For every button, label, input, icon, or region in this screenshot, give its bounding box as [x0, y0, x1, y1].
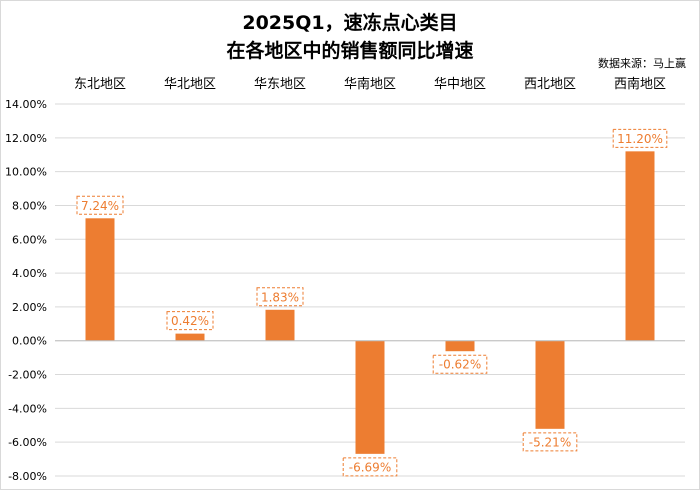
bar [265, 309, 295, 341]
data-label: 7.24% [81, 199, 119, 213]
bar [175, 333, 205, 341]
bar [625, 151, 655, 341]
data-label-box [522, 432, 578, 452]
category-label: 华东地区 [254, 77, 306, 92]
chart-title-line1: 2025Q1，速冻点心类目 [242, 12, 458, 34]
category-label: 华中地区 [434, 77, 486, 92]
data-label-box [612, 128, 668, 148]
data-label-box [432, 354, 488, 374]
y-tick-label: -6.00% [8, 436, 47, 449]
data-label: -0.62% [439, 358, 481, 372]
bar [445, 340, 475, 352]
y-tick-label: 4.00% [12, 267, 47, 280]
category-label: 华南地区 [344, 76, 396, 92]
data-label: 11.20% [617, 132, 663, 146]
category-label: 西南地区 [614, 76, 666, 92]
chart-title-line2: 在各地区中的销售额同比增速 [226, 40, 474, 62]
y-tick-label: 0.00% [12, 335, 47, 348]
bar [535, 340, 565, 429]
bar [355, 340, 385, 454]
data-source-note: 数据来源：马上赢 [598, 57, 686, 70]
data-label-box [166, 311, 214, 331]
y-tick-label: 6.00% [12, 233, 47, 246]
data-label-box [256, 287, 304, 307]
category-label: 西北地区 [524, 77, 576, 92]
y-tick-label: 2.00% [12, 301, 47, 314]
y-tick-label: -4.00% [8, 402, 47, 415]
category-label: 东北地区 [74, 77, 126, 92]
data-label: 1.83% [261, 290, 299, 304]
y-tick-label: 10.00% [5, 166, 47, 179]
data-label: 0.42% [171, 314, 209, 328]
y-tick-label: 8.00% [12, 199, 47, 212]
data-label-box [342, 457, 398, 477]
data-label-box [76, 195, 124, 215]
y-tick-label: -8.00% [8, 470, 47, 483]
data-label: -6.69% [349, 460, 391, 474]
y-tick-label: 12.00% [5, 132, 47, 145]
y-tick-label: -2.00% [8, 369, 47, 382]
category-label: 华北地区 [164, 77, 216, 92]
bar [85, 218, 115, 341]
y-tick-label: 14.00% [5, 98, 47, 111]
data-label: -5.21% [529, 435, 571, 449]
